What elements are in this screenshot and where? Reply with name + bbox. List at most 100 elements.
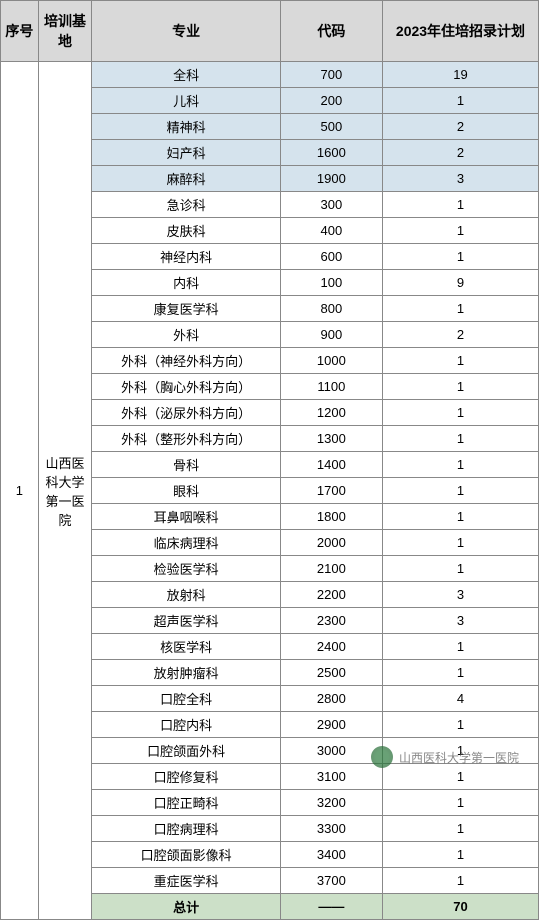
total-major-cell: 总计	[92, 894, 280, 920]
major-cell: 核医学科	[92, 634, 280, 660]
plan-cell: 1	[382, 192, 538, 218]
code-cell: 3000	[280, 738, 382, 764]
plan-cell: 2	[382, 140, 538, 166]
major-cell: 精神科	[92, 114, 280, 140]
plan-cell: 1	[382, 296, 538, 322]
plan-cell: 1	[382, 218, 538, 244]
code-cell: 1200	[280, 400, 382, 426]
table-row: 1山西医科大学第一医院全科70019	[1, 62, 539, 88]
code-cell: 2300	[280, 608, 382, 634]
major-cell: 口腔正畸科	[92, 790, 280, 816]
major-cell: 放射科	[92, 582, 280, 608]
total-plan-cell: 70	[382, 894, 538, 920]
plan-cell: 1	[382, 868, 538, 894]
major-cell: 检验医学科	[92, 556, 280, 582]
major-cell: 重症医学科	[92, 868, 280, 894]
header-row: 序号 培训基地 专业 代码 2023年住培招录计划	[1, 1, 539, 62]
major-cell: 耳鼻咽喉科	[92, 504, 280, 530]
header-base: 培训基地	[38, 1, 92, 62]
plan-cell: 9	[382, 270, 538, 296]
code-cell: 1400	[280, 452, 382, 478]
plan-cell: 1	[382, 790, 538, 816]
major-cell: 口腔颌面外科	[92, 738, 280, 764]
plan-cell: 1	[382, 400, 538, 426]
plan-cell: 1	[382, 634, 538, 660]
code-cell: 1700	[280, 478, 382, 504]
plan-cell: 1	[382, 712, 538, 738]
watermark-logo-icon	[371, 746, 393, 768]
header-seq: 序号	[1, 1, 39, 62]
plan-cell: 3	[382, 166, 538, 192]
major-cell: 急诊科	[92, 192, 280, 218]
plan-cell: 1	[382, 556, 538, 582]
code-cell: 2800	[280, 686, 382, 712]
major-cell: 口腔全科	[92, 686, 280, 712]
major-cell: 神经内科	[92, 244, 280, 270]
code-cell: 2200	[280, 582, 382, 608]
total-code-cell: ——	[280, 894, 382, 920]
major-cell: 眼科	[92, 478, 280, 504]
major-cell: 临床病理科	[92, 530, 280, 556]
major-cell: 外科（神经外科方向）	[92, 348, 280, 374]
major-cell: 超声医学科	[92, 608, 280, 634]
code-cell: 3200	[280, 790, 382, 816]
code-cell: 500	[280, 114, 382, 140]
code-cell: 2000	[280, 530, 382, 556]
major-cell: 内科	[92, 270, 280, 296]
major-cell: 麻醉科	[92, 166, 280, 192]
plan-cell: 1	[382, 452, 538, 478]
code-cell: 800	[280, 296, 382, 322]
code-cell: 1000	[280, 348, 382, 374]
major-cell: 外科	[92, 322, 280, 348]
base-cell: 山西医科大学第一医院	[38, 62, 92, 920]
major-cell: 妇产科	[92, 140, 280, 166]
code-cell: 1100	[280, 374, 382, 400]
major-cell: 全科	[92, 62, 280, 88]
major-cell: 口腔内科	[92, 712, 280, 738]
code-cell: 3400	[280, 842, 382, 868]
plan-cell: 2	[382, 322, 538, 348]
plan-cell: 1	[382, 88, 538, 114]
code-cell: 2400	[280, 634, 382, 660]
header-major: 专业	[92, 1, 280, 62]
code-cell: 600	[280, 244, 382, 270]
code-cell: 3100	[280, 764, 382, 790]
plan-cell: 1	[382, 426, 538, 452]
code-cell: 3300	[280, 816, 382, 842]
plan-cell: 1	[382, 504, 538, 530]
major-cell: 儿科	[92, 88, 280, 114]
code-cell: 1600	[280, 140, 382, 166]
major-cell: 外科（泌尿外科方向）	[92, 400, 280, 426]
code-cell: 3700	[280, 868, 382, 894]
plan-cell: 1	[382, 348, 538, 374]
major-cell: 骨科	[92, 452, 280, 478]
watermark-text: 山西医科大学第一医院	[399, 749, 519, 766]
code-cell: 700	[280, 62, 382, 88]
major-cell: 外科（胸心外科方向）	[92, 374, 280, 400]
plan-cell: 3	[382, 582, 538, 608]
seq-cell: 1	[1, 62, 39, 920]
code-cell: 1900	[280, 166, 382, 192]
table-body: 1山西医科大学第一医院全科70019儿科2001精神科5002妇产科16002麻…	[1, 62, 539, 920]
major-cell: 皮肤科	[92, 218, 280, 244]
plan-cell: 3	[382, 608, 538, 634]
plan-cell: 1	[382, 660, 538, 686]
plan-cell: 1	[382, 478, 538, 504]
header-plan: 2023年住培招录计划	[382, 1, 538, 62]
code-cell: 400	[280, 218, 382, 244]
plan-cell: 1	[382, 374, 538, 400]
major-cell: 口腔病理科	[92, 816, 280, 842]
recruitment-table: 序号 培训基地 专业 代码 2023年住培招录计划 1山西医科大学第一医院全科7…	[0, 0, 539, 920]
watermark: 山西医科大学第一医院	[371, 746, 519, 768]
code-cell: 900	[280, 322, 382, 348]
plan-cell: 19	[382, 62, 538, 88]
plan-cell: 1	[382, 244, 538, 270]
major-cell: 放射肿瘤科	[92, 660, 280, 686]
plan-cell: 1	[382, 842, 538, 868]
plan-cell: 4	[382, 686, 538, 712]
major-cell: 口腔修复科	[92, 764, 280, 790]
code-cell: 2900	[280, 712, 382, 738]
major-cell: 口腔颌面影像科	[92, 842, 280, 868]
code-cell: 2500	[280, 660, 382, 686]
code-cell: 200	[280, 88, 382, 114]
